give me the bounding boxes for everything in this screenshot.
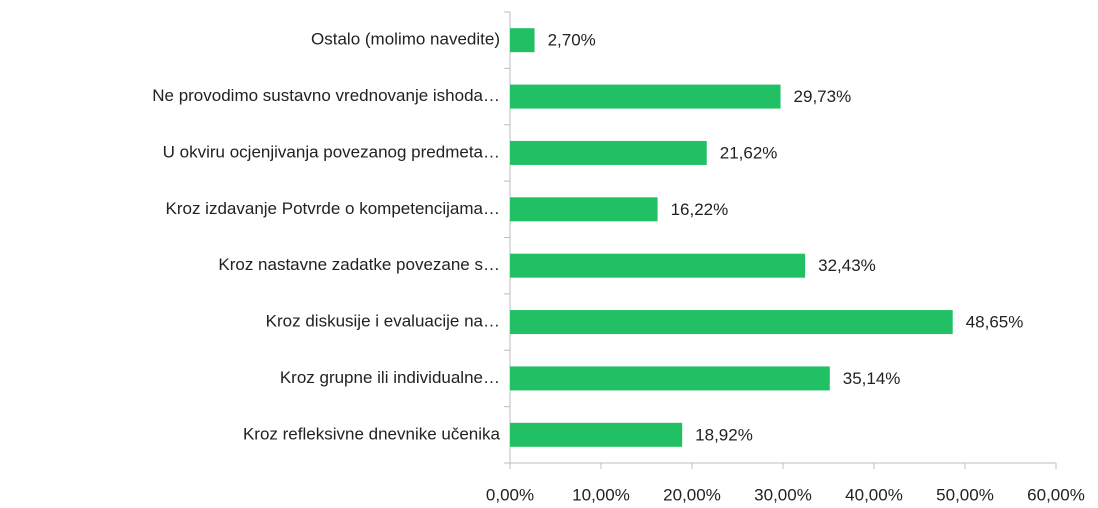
x-tick-label: 0,00% bbox=[486, 485, 534, 504]
data-label: 48,65% bbox=[966, 313, 1024, 332]
data-label: 35,14% bbox=[843, 369, 901, 388]
bar bbox=[510, 140, 707, 165]
y-tick-label: U okviru ocjenjivanja povezanog predmeta… bbox=[163, 142, 500, 161]
bar bbox=[510, 253, 806, 278]
data-label: 18,92% bbox=[695, 425, 753, 444]
y-tick-label: Ne provodimo sustavno vrednovanje ishoda… bbox=[152, 86, 500, 105]
x-tick-label: 20,00% bbox=[663, 485, 721, 504]
data-label: 32,43% bbox=[818, 256, 876, 275]
y-tick-label: Kroz refleksivne dnevnike učenika bbox=[243, 424, 501, 443]
bar bbox=[510, 197, 658, 222]
y-tick-label: Kroz nastavne zadatke povezane s… bbox=[218, 255, 500, 274]
y-tick-label: Kroz izdavanje Potvrde o kompetencijama… bbox=[166, 199, 501, 218]
y-tick-label: Kroz diskusije i evaluacije na… bbox=[266, 312, 500, 331]
x-tick-label: 40,00% bbox=[845, 485, 903, 504]
data-label: 21,62% bbox=[720, 143, 778, 162]
bar bbox=[510, 366, 830, 391]
x-tick-label: 60,00% bbox=[1027, 485, 1085, 504]
y-tick-label: Kroz grupne ili individualne… bbox=[280, 368, 500, 387]
bar bbox=[510, 310, 953, 335]
data-label: 2,70% bbox=[548, 31, 596, 50]
x-tick-label: 50,00% bbox=[936, 485, 994, 504]
y-tick-label: Ostalo (molimo navedite) bbox=[311, 30, 500, 49]
data-label: 29,73% bbox=[794, 87, 852, 106]
x-tick-label: 30,00% bbox=[754, 485, 812, 504]
x-tick-label: 10,00% bbox=[572, 485, 630, 504]
data-label: 16,22% bbox=[671, 200, 729, 219]
bar bbox=[510, 422, 683, 447]
bar bbox=[510, 84, 781, 109]
bar bbox=[510, 28, 535, 53]
